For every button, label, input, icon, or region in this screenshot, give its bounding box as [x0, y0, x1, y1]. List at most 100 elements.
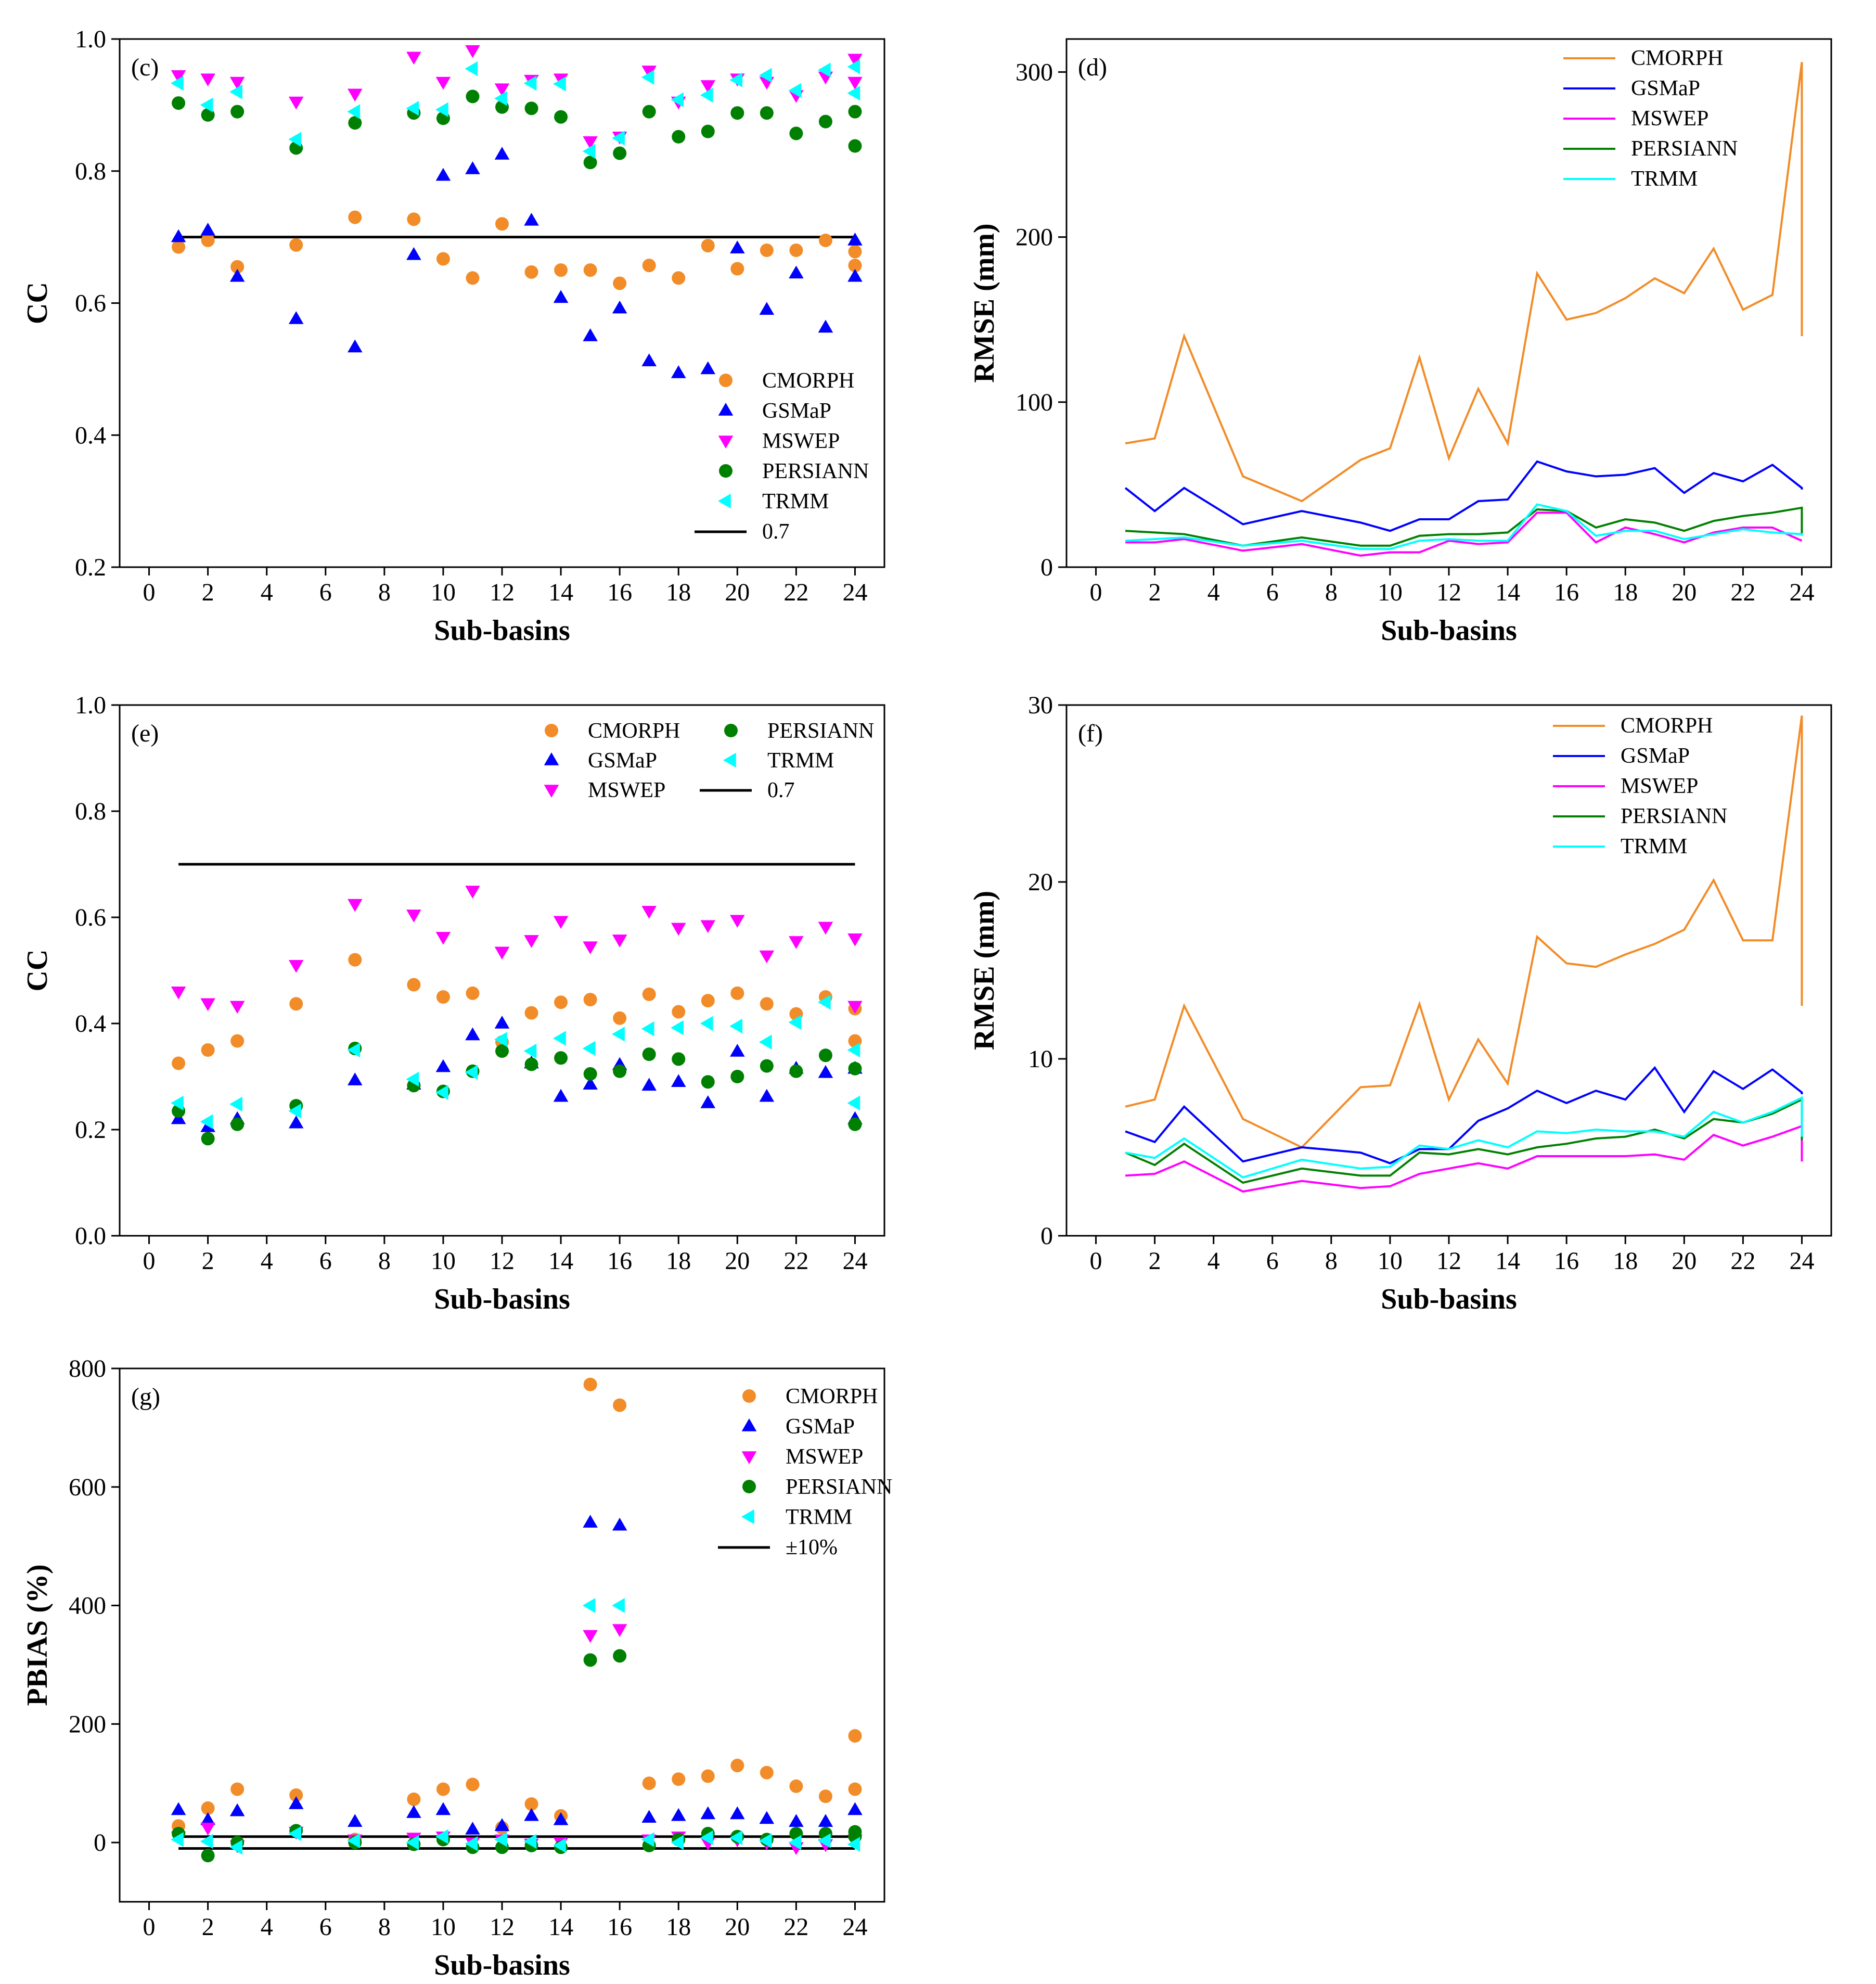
data-point-cmorph	[524, 1006, 538, 1020]
data-point-cmorph	[583, 1377, 597, 1391]
data-point-cmorph	[436, 990, 450, 1004]
x-tick-label: 14	[548, 1913, 573, 1941]
series-gsmap	[171, 147, 863, 378]
data-point-cmorph	[407, 1792, 421, 1806]
series-gsmap	[171, 1016, 863, 1132]
x-tick-label: 18	[666, 1913, 691, 1941]
data-point-trmm	[729, 72, 743, 87]
data-point-persiann	[524, 1057, 538, 1071]
legend-marker	[544, 785, 559, 798]
data-point-persiann	[230, 105, 245, 119]
data-point-persiann	[760, 1059, 774, 1073]
data-point-mswep	[348, 899, 363, 912]
legend-label: MSWEP	[786, 1445, 863, 1469]
x-tick-label: 6	[319, 579, 332, 606]
legend: CMORPH GSMaP MSWEP PERSIANN TRMM	[1563, 46, 1738, 191]
series-line-gsmap	[1125, 1066, 1803, 1164]
panel-label: (e)	[131, 720, 159, 747]
data-point-mswep	[730, 915, 745, 928]
panel-label: (d)	[1078, 54, 1107, 81]
x-tick-label: 22	[783, 1913, 808, 1941]
legend-marker	[718, 436, 734, 449]
data-point-persiann	[848, 139, 862, 153]
data-point-mswep	[229, 76, 245, 90]
data-point-cmorph	[407, 212, 421, 226]
x-tick-label: 18	[666, 579, 691, 606]
y-tick-label: 200	[1016, 224, 1053, 251]
data-point-gsmap	[730, 240, 745, 253]
data-point-cmorph	[583, 993, 597, 1007]
x-tick-label: 4	[1207, 579, 1220, 606]
data-point-mswep	[288, 960, 304, 973]
data-point-trmm	[700, 87, 713, 103]
data-point-persiann	[642, 1047, 656, 1061]
data-point-trmm	[435, 1829, 448, 1845]
data-point-mswep	[583, 136, 598, 149]
y-tick-label: 800	[69, 1355, 106, 1383]
data-point-cmorph	[613, 1011, 627, 1025]
y-tick-label: 0.8	[75, 158, 106, 185]
data-point-cmorph	[848, 1782, 862, 1796]
data-point-trmm	[671, 1020, 684, 1035]
data-point-gsmap	[553, 290, 569, 303]
data-point-mswep	[700, 920, 716, 933]
x-tick-label: 2	[1149, 579, 1161, 606]
data-point-persiann	[642, 105, 656, 119]
data-point-trmm	[759, 1034, 772, 1049]
data-point-gsmap	[288, 1115, 304, 1129]
x-tick-label: 24	[1789, 579, 1814, 606]
y-axis-label: RMSE (mm)	[968, 223, 1000, 382]
data-point-mswep	[641, 906, 657, 919]
data-point-cmorph	[172, 1056, 186, 1070]
data-point-gsmap	[671, 1074, 686, 1087]
data-point-gsmap	[171, 1802, 186, 1815]
data-point-mswep	[847, 933, 863, 946]
data-point-trmm	[435, 1085, 448, 1100]
y-tick-label: 1.0	[75, 25, 106, 53]
y-tick-label: 300	[1016, 58, 1053, 86]
x-tick-label: 14	[1495, 1247, 1520, 1275]
data-point-mswep	[494, 946, 510, 960]
data-point-gsmap	[494, 147, 510, 160]
data-point-persiann	[554, 110, 568, 124]
data-point-gsmap	[524, 212, 539, 226]
series-cmorph	[172, 953, 862, 1070]
y-tick-label: 0	[94, 1829, 106, 1857]
x-tick-label: 20	[725, 1913, 750, 1941]
data-point-trmm	[523, 1834, 537, 1849]
data-point-mswep	[200, 73, 215, 87]
data-point-gsmap	[641, 1810, 657, 1823]
y-axis-label: CC	[21, 950, 54, 992]
y-tick-label: 0.6	[75, 904, 106, 931]
data-point-cmorph	[524, 265, 538, 279]
y-tick-label: 0.2	[75, 554, 106, 581]
x-tick-label: 20	[1672, 1247, 1697, 1275]
data-point-cmorph	[524, 1797, 538, 1811]
legend-label: MSWEP	[1621, 774, 1698, 798]
data-point-trmm	[406, 100, 419, 116]
data-point-cmorph	[466, 271, 480, 285]
y-tick-label: 20	[1028, 868, 1053, 896]
legend-label: CMORPH	[1621, 714, 1713, 738]
data-point-trmm	[406, 1071, 419, 1087]
data-point-gsmap	[847, 268, 863, 282]
series-persiann	[172, 1649, 862, 1863]
data-point-cmorph	[201, 233, 215, 247]
x-tick-label: 24	[842, 1247, 867, 1275]
x-tick-label: 12	[490, 1247, 515, 1275]
legend-marker	[741, 1451, 757, 1464]
data-point-cmorph	[436, 1782, 450, 1796]
data-point-cmorph	[201, 1043, 215, 1057]
data-point-gsmap	[288, 1796, 304, 1809]
y-axis-label: CC	[21, 282, 54, 324]
x-tick-label: 10	[431, 579, 456, 606]
data-point-cmorph	[760, 997, 774, 1011]
x-tick-label: 4	[261, 1913, 273, 1941]
data-point-gsmap	[171, 229, 186, 242]
data-point-gsmap	[700, 1806, 716, 1820]
panel-label: (c)	[131, 54, 159, 81]
data-point-persiann	[848, 105, 862, 119]
data-point-gsmap	[789, 265, 804, 279]
data-point-trmm	[759, 68, 772, 83]
x-tick-label: 12	[490, 579, 515, 606]
